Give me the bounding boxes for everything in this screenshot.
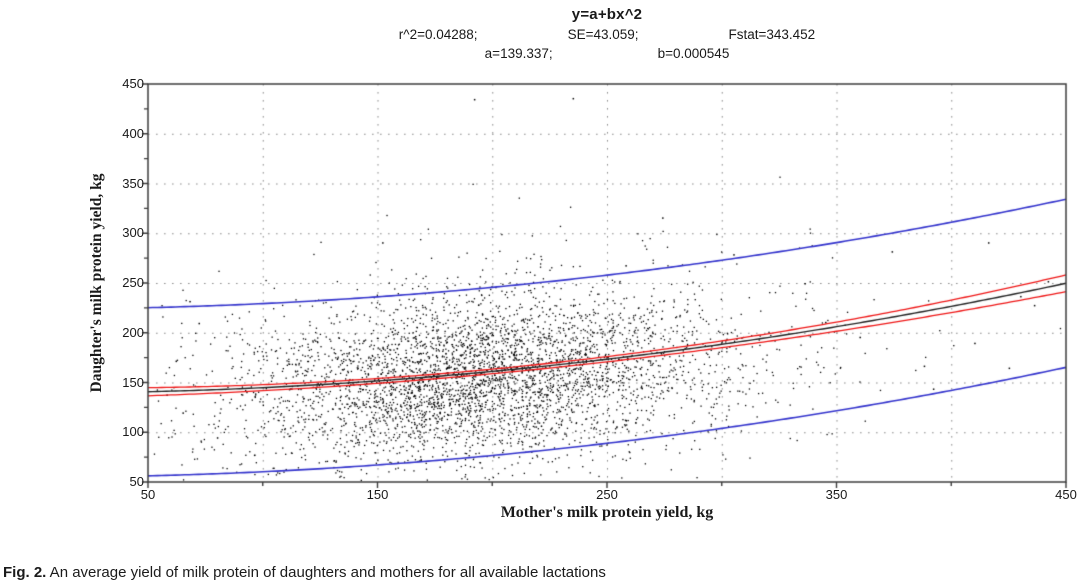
- stat-f-statistic: Fstat=343.452: [728, 27, 816, 42]
- figure-caption: Fig. 2. An average yield of milk protein…: [3, 564, 606, 581]
- y-tick-label: 100: [122, 424, 144, 440]
- chart-params-row: a=139.337; b=0.000545: [485, 46, 730, 61]
- scatter-plot-canvas: [0, 0, 1082, 540]
- x-tick-label: 50: [140, 487, 156, 502]
- param-a: a=139.337;: [484, 46, 553, 61]
- y-tick-label: 300: [122, 225, 144, 241]
- x-tick-label: 450: [1055, 487, 1077, 502]
- x-axis-title: Mother's milk protein yield, kg: [500, 504, 714, 521]
- x-tick-label: 250: [596, 487, 618, 502]
- y-tick-label: 350: [122, 175, 144, 191]
- y-tick-label: 250: [122, 275, 144, 290]
- y-tick-label: 450: [122, 76, 144, 91]
- y-tick-label: 400: [122, 125, 144, 141]
- x-tick-label: 350: [825, 487, 848, 502]
- y-tick-label: 150: [122, 374, 144, 390]
- chart-header: y=a+bx^2 r^2=0.04288; SE=43.059; Fstat=3…: [148, 6, 1066, 61]
- figure-caption-text: An average yield of milk protein of daug…: [46, 564, 606, 581]
- y-tick-label: 200: [122, 324, 144, 340]
- figure-caption-label: Fig. 2.: [3, 564, 47, 581]
- x-tick-label: 150: [366, 487, 389, 502]
- chart-title: y=a+bx^2: [571, 6, 643, 23]
- param-b: b=0.000545: [657, 46, 730, 61]
- chart-stats-row: r^2=0.04288; SE=43.059; Fstat=343.452: [399, 27, 815, 42]
- stat-standard-error: SE=43.059;: [567, 27, 639, 42]
- y-tick-label: 50: [129, 474, 144, 489]
- stat-r-squared: r^2=0.04288;: [398, 27, 478, 42]
